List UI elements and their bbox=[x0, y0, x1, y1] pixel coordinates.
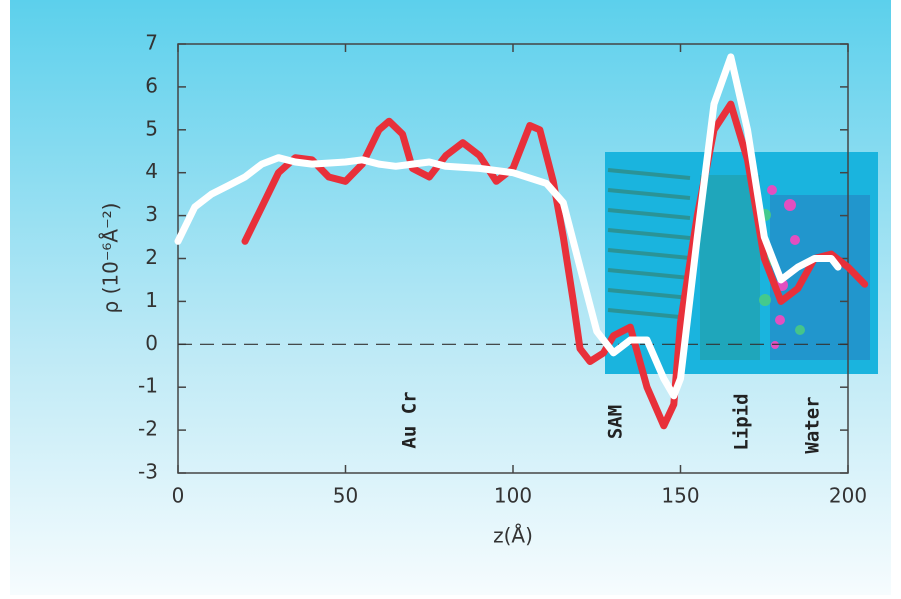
x-tick-label: 200 bbox=[829, 484, 867, 508]
x-axis-label: z(Å) bbox=[493, 524, 533, 548]
y-tick-label: 0 bbox=[145, 331, 158, 355]
y-tick-label: 6 bbox=[145, 73, 158, 97]
y-tick-label: 2 bbox=[145, 245, 158, 269]
x-tick-label: 0 bbox=[172, 484, 185, 508]
y-axis-label: ρ (10⁻⁶Å⁻²) bbox=[99, 203, 123, 314]
annotation: Au Cr bbox=[399, 391, 421, 448]
y-tick-label: 4 bbox=[145, 159, 158, 183]
x-tick-label: 150 bbox=[661, 484, 699, 508]
x-tick-label: 100 bbox=[494, 484, 532, 508]
annotation: Lipid bbox=[731, 393, 753, 450]
y-tick-label: -3 bbox=[138, 460, 158, 484]
y-tick-label: 7 bbox=[145, 31, 158, 55]
annotation: Water bbox=[802, 396, 824, 453]
y-tick-label: 3 bbox=[145, 202, 158, 226]
data-line bbox=[241, 100, 869, 430]
y-tick-label: -1 bbox=[138, 374, 158, 398]
y-tick-label: 1 bbox=[145, 288, 158, 312]
y-tick-label: -2 bbox=[138, 417, 158, 441]
annotation: SAM bbox=[605, 405, 627, 439]
x-tick-label: 50 bbox=[333, 484, 358, 508]
data-line bbox=[174, 53, 842, 400]
y-tick-label: 5 bbox=[145, 116, 158, 140]
